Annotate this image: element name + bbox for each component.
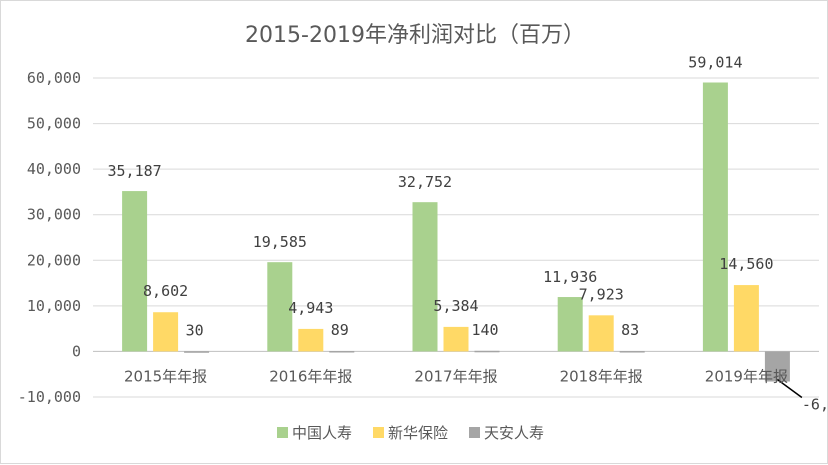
- bar: [184, 351, 210, 353]
- data-label: 140: [471, 321, 498, 339]
- data-label: 14,560: [719, 255, 773, 273]
- legend-label: 天安人寿: [484, 424, 544, 442]
- bar: [702, 82, 728, 352]
- data-label: 83: [621, 321, 639, 339]
- y-tick-label: 10,000: [27, 297, 81, 315]
- bar: [764, 351, 790, 382]
- x-tick-label: 2016年年报: [269, 367, 352, 385]
- y-tick-label: 40,000: [27, 160, 81, 178]
- data-label: 19,585: [253, 233, 307, 251]
- x-tick-label: 2017年年报: [414, 367, 497, 385]
- bar: [474, 350, 500, 353]
- data-label: 35,187: [108, 162, 162, 180]
- data-label: 8,602: [143, 282, 188, 300]
- data-labels-layer: 35,187 8,602 30 19,585 4,943 89 32,752 5,384 140…: [108, 53, 828, 413]
- legend-swatch: [469, 427, 480, 438]
- bar: [122, 191, 148, 352]
- y-tick-label: 60,000: [27, 69, 81, 87]
- bar: [412, 202, 438, 352]
- legend-label: 新华保险: [388, 424, 448, 442]
- bar: [329, 351, 355, 353]
- y-tick-label: 20,000: [27, 251, 81, 269]
- chart-title: 2015-2019年净利润对比（百万）: [245, 23, 585, 48]
- x-tick-label: 2018年年报: [560, 367, 643, 385]
- data-label: 5,384: [433, 297, 478, 315]
- legend-label: 中国人寿: [292, 424, 352, 442]
- bar: [267, 262, 293, 352]
- legend-swatch: [373, 427, 384, 438]
- bar: [733, 285, 759, 352]
- y-tick-label: 0: [72, 342, 81, 360]
- y-tick-label: 50,000: [27, 115, 81, 133]
- bar: [557, 297, 583, 352]
- y-tick-label: -10,000: [18, 388, 81, 406]
- data-label: 30: [186, 321, 204, 339]
- leader-line: [776, 378, 803, 399]
- data-label: -6,601: [802, 396, 828, 414]
- data-label: 32,752: [398, 173, 452, 191]
- category-labels-layer: 2015年年报 2016年年报 2017年年报 2018年年报 2019年年报: [124, 367, 788, 385]
- x-tick-label: 2015年年报: [124, 367, 207, 385]
- bar: [619, 351, 645, 353]
- bar: [588, 315, 614, 352]
- data-label: 7,923: [579, 285, 624, 303]
- bar: [153, 312, 179, 352]
- data-label: 59,014: [688, 53, 742, 71]
- data-label: 4,943: [288, 299, 333, 317]
- bar: [443, 326, 469, 352]
- legend-swatch: [277, 427, 288, 438]
- bar: [298, 328, 324, 352]
- data-label: 89: [331, 321, 349, 339]
- legend: 中国人寿 新华保险 天安人寿: [277, 424, 544, 442]
- y-tick-label: 30,000: [27, 206, 81, 224]
- bars-layer: [122, 82, 790, 382]
- x-tick-label: 2019年年报: [705, 367, 788, 385]
- grid-layer: -10,000 0 10,000 20,000 30,000 40,000 50,000 60…: [18, 69, 819, 406]
- data-label: 11,936: [543, 268, 597, 286]
